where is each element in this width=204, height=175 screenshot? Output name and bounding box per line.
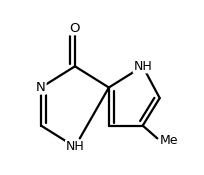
Text: Me: Me: [159, 134, 177, 147]
Text: NH: NH: [65, 140, 84, 153]
Text: NH: NH: [133, 60, 151, 73]
Text: N: N: [36, 81, 46, 94]
Text: O: O: [69, 22, 80, 35]
